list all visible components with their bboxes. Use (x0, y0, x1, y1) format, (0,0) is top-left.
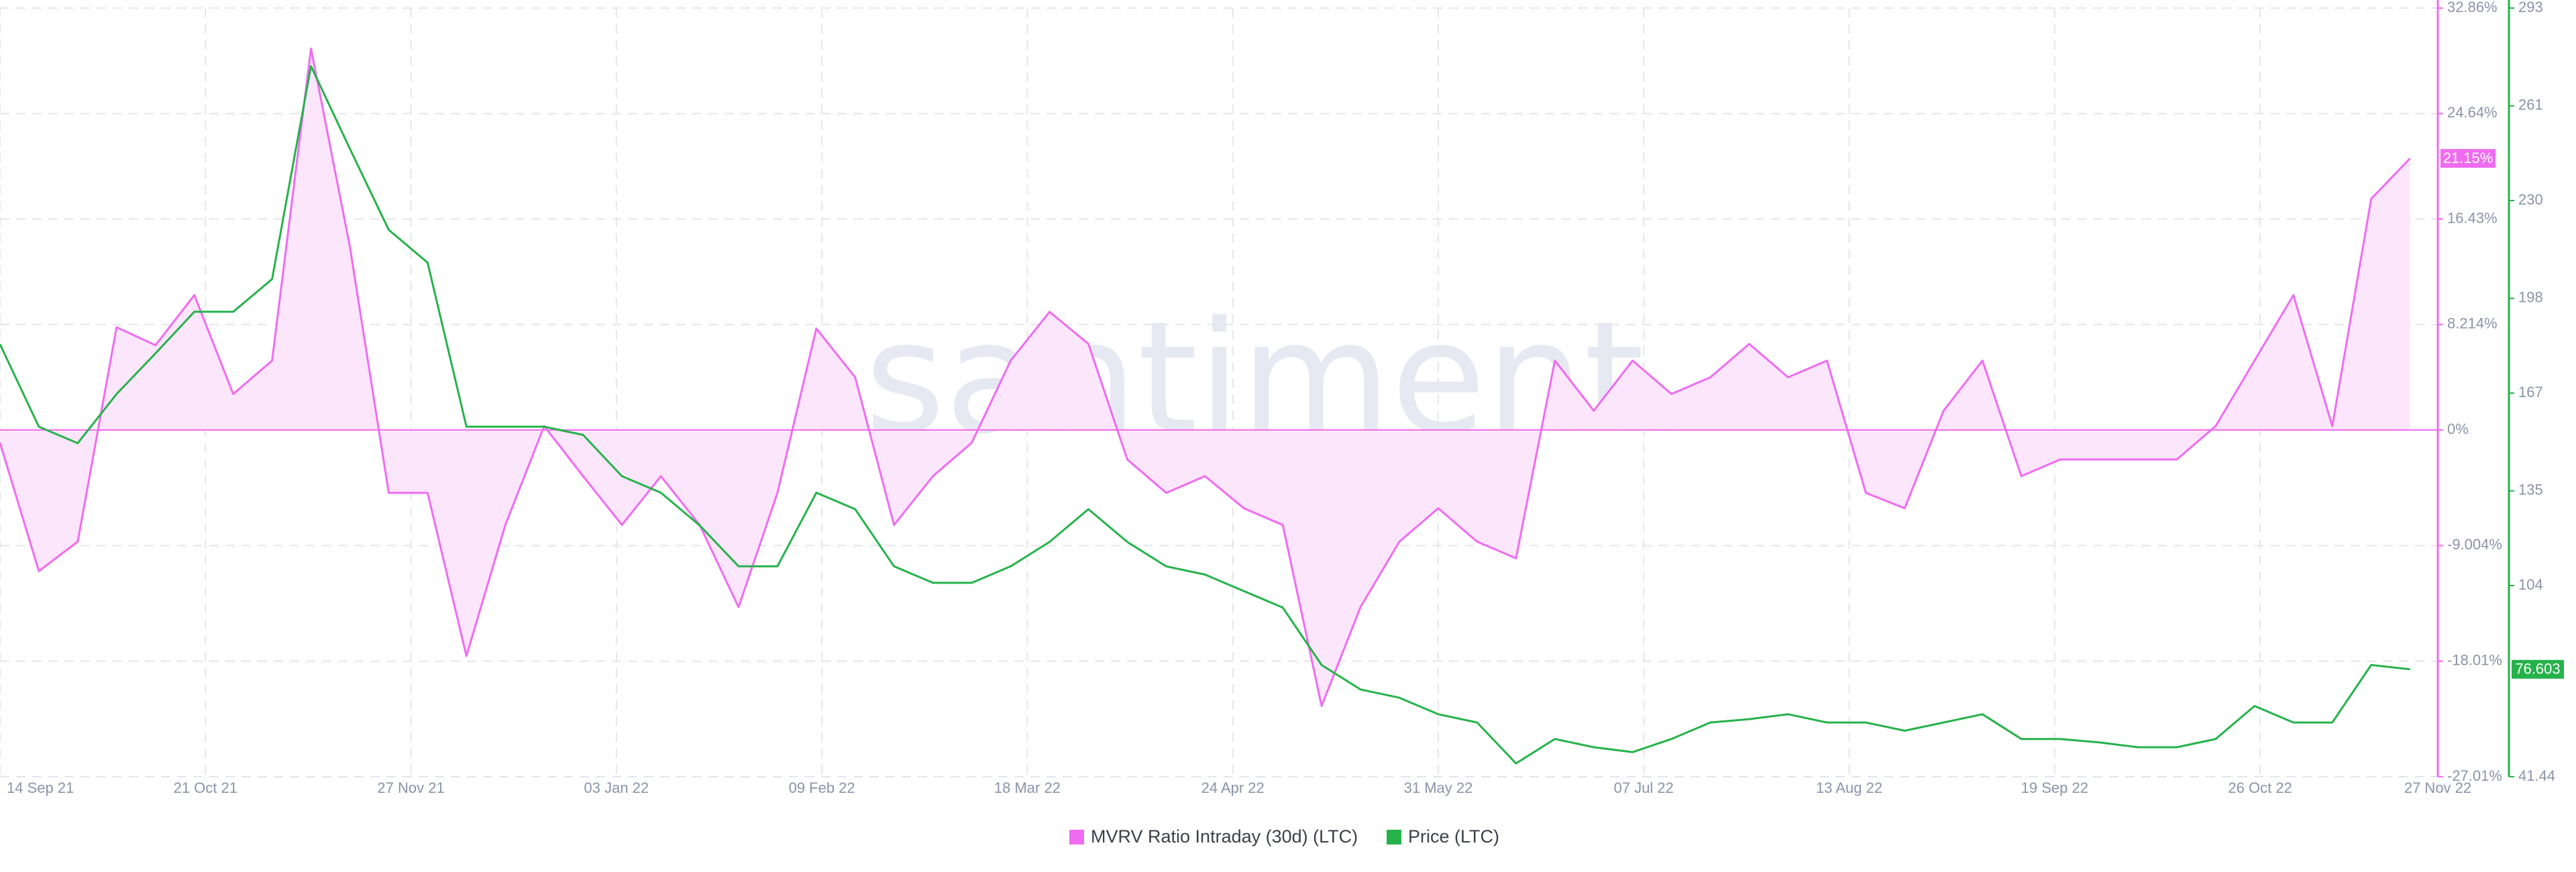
legend-swatch (1069, 830, 1084, 844)
x-tick-label: 18 Mar 22 (994, 779, 1061, 796)
y2-tick-label: 293 (2518, 0, 2543, 15)
x-tick-label: 27 Nov 22 (2404, 779, 2471, 796)
x-tick-label: 26 Oct 22 (2228, 779, 2292, 796)
x-tick-label: 07 Jul 22 (1614, 779, 1674, 796)
y-tick-label: 8.214% (2447, 315, 2498, 332)
x-tick-label: 13 Aug 22 (1816, 779, 1882, 796)
y-tick-label: 24.64% (2447, 104, 2498, 121)
x-tick-label: 14 Sep 21 (7, 779, 74, 796)
x-tick-label: 24 Apr 22 (1201, 779, 1265, 796)
legend-swatch (1387, 830, 1401, 844)
y2-tick-label: 230 (2518, 191, 2543, 208)
series-line (0, 65, 2410, 765)
y-tick-label: -27.01% (2447, 767, 2502, 784)
value-badge-label: 76.603 (2515, 661, 2560, 677)
legend-label: MVRV Ratio Intraday (30d) (LTC) (1091, 826, 1358, 847)
y2-tick-label: 104 (2518, 576, 2543, 593)
x-tick-label: 21 Oct 21 (174, 779, 237, 796)
x-tick-label: 09 Feb 22 (789, 779, 855, 796)
y-tick-label: -18.01% (2447, 652, 2502, 669)
y2-tick-label: 167 (2518, 384, 2543, 400)
y2-tick-label: 135 (2518, 482, 2543, 498)
y-tick-label: 0% (2447, 421, 2469, 437)
legend-label: Price (LTC) (1408, 826, 1499, 847)
value-badge (2512, 659, 2564, 679)
x-tick-label: 19 Sep 22 (2021, 779, 2088, 796)
y-tick-label: -9.004% (2447, 536, 2502, 553)
y-tick-label: 32.86% (2447, 0, 2498, 15)
y2-tick-label: 198 (2518, 289, 2543, 306)
value-badge-label: 21.15% (2443, 150, 2493, 166)
y2-tick-label: 41.44 (2518, 767, 2555, 784)
value-badge (2440, 149, 2496, 168)
x-tick-label: 31 May 22 (1404, 779, 1473, 796)
series-line (0, 48, 2411, 707)
x-tick-label: 03 Jan 22 (584, 779, 649, 796)
y2-tick-label: 261 (2518, 97, 2543, 113)
x-tick-label: 27 Nov 21 (377, 779, 444, 796)
y-tick-label: 16.43% (2447, 209, 2498, 226)
